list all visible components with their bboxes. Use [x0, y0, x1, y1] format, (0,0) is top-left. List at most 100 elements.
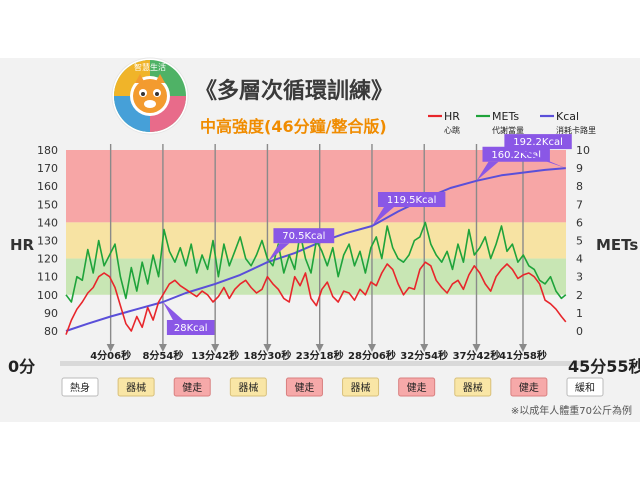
marker-arrow [315, 344, 324, 352]
phase-label: 緩和 [575, 381, 595, 394]
y-right-tick: 2 [576, 289, 583, 302]
marker-label: 23分18秒 [296, 349, 344, 362]
marker-arrow [106, 344, 115, 352]
kcal-callout-box [504, 134, 572, 150]
phase-box-walk [398, 377, 436, 397]
kcal-callout-label: 160.2Kcal [491, 150, 541, 161]
y-left-label: HR [10, 236, 35, 254]
phase-box-walk [173, 377, 211, 397]
kcal-callout-box [166, 320, 215, 335]
y-right-tick: 0 [576, 325, 583, 338]
marker-arrow [367, 344, 376, 352]
y-left-tick: 170 [37, 162, 58, 175]
y-right-tick: 1 [576, 307, 583, 320]
legend-sublabel: 消耗卡路里 [556, 125, 596, 135]
marker-arrow [158, 344, 167, 352]
phase-label: 器械 [463, 381, 483, 394]
y-right-tick: 9 [576, 162, 583, 175]
y-right-tick: 5 [576, 234, 583, 247]
kcal-callout-box [482, 146, 550, 162]
kcal-callout-box [377, 192, 446, 207]
phase-label: 器械 [238, 381, 258, 394]
marker-label: 4分06秒 [90, 349, 131, 362]
kcal-callout-pointer [162, 302, 183, 320]
phase-label: 健走 [182, 382, 202, 394]
marker-arrow [211, 344, 220, 352]
kcal-callout-pointer [510, 149, 566, 169]
logo-text: 智慧生活 [134, 62, 166, 72]
marker-label: 37分42秒 [453, 349, 501, 362]
x-end-label: 45分55秒 [568, 357, 640, 376]
kcal-callout-pointer [371, 207, 394, 226]
kcal-callouts: 28Kcal 70.5Kcal 119.5Kcal 160.2Kcal 192.2Kca… [162, 134, 572, 335]
phase-label: 健走 [407, 382, 427, 394]
y-right-tick: 3 [576, 271, 583, 284]
legend-sublabel: 心跳 [444, 125, 460, 135]
kcal-callout-label: 70.5Kcal [282, 231, 325, 242]
footnote: ※以成年人體重70公斤為例 [511, 404, 632, 417]
y-right-tick: 7 [576, 198, 583, 211]
y-left-tick: 80 [44, 325, 58, 338]
hr-zone-red [66, 150, 566, 223]
marker-label: 18分30秒 [244, 349, 292, 362]
marker-labels: 4分06秒 8分54秒 13分42秒 18分30秒 23分18秒 28分06秒 32分54秒… [90, 349, 547, 362]
y-right-label: METs [596, 236, 638, 254]
kcal-callout-label: 192.2Kcal [513, 137, 563, 148]
legend: HR 心跳 METs 代謝當量 Kcal 消耗卡路里 [428, 110, 596, 135]
y-left-tick: 130 [37, 234, 58, 247]
legend-label: METs [492, 110, 519, 123]
kcal-callout-box [273, 228, 335, 244]
legend-sublabel: 代謝當量 [492, 125, 524, 135]
y-right-tick: 8 [576, 180, 583, 193]
phase-box-machine [454, 377, 492, 397]
y-left-tick: 150 [37, 198, 58, 211]
phase-markers [106, 144, 527, 352]
y-right-tick: 10 [576, 144, 590, 157]
marker-label: 41分58秒 [499, 349, 547, 362]
legend-label: Kcal [556, 110, 579, 123]
brand-logo: 智慧生活 [111, 57, 189, 135]
marker-arrow [420, 344, 429, 352]
phase-label: 健走 [519, 382, 539, 394]
kcal-callout-pointer [476, 161, 499, 181]
phase-box-walk [510, 377, 548, 397]
y-right-tick: 4 [576, 253, 583, 266]
y-left-axis: 80 90 100 110 120 130 140 150 160 170 180 [37, 144, 58, 338]
chart-title: 《多層次循環訓練》 [195, 78, 393, 104]
kcal-callout-pointer [267, 243, 290, 263]
time-axis: 0分 45分55秒 [8, 357, 640, 376]
y-left-tick: 100 [37, 289, 58, 302]
y-left-tick: 140 [37, 216, 58, 229]
phase-label: 器械 [126, 381, 146, 394]
phase-box-machine [117, 377, 155, 397]
phase-box-machine [229, 377, 267, 397]
phase-box-walk [285, 377, 323, 397]
y-right-axis: 0 1 2 3 4 5 6 7 8 9 10 [576, 144, 590, 338]
phase-label: 熱身 [70, 381, 90, 394]
y-left-tick: 90 [44, 307, 58, 320]
series-hr [65, 261, 567, 335]
y-left-tick: 120 [37, 253, 58, 266]
marker-label: 32分54秒 [400, 349, 448, 362]
phase-box-warm [61, 377, 99, 397]
phase-bar: 熱身 器械 健走 器械 健走 器械 健走 器械 健走 緩和 [61, 377, 604, 397]
hr-zones [66, 150, 566, 295]
marker-arrow [472, 344, 481, 352]
y-left-tick: 110 [37, 271, 58, 284]
x-start-label: 0分 [8, 357, 35, 376]
kcal-callout-label: 119.5Kcal [387, 195, 437, 206]
phase-box-cool [566, 377, 604, 397]
phase-box-machine [342, 377, 380, 397]
kcal-callout-label: 28Kcal [174, 323, 208, 334]
y-left-tick: 160 [37, 180, 58, 193]
marker-label: 28分06秒 [348, 349, 396, 362]
marker-label: 8分54秒 [142, 349, 183, 362]
y-left-tick: 180 [37, 144, 58, 157]
marker-arrow [518, 344, 527, 352]
legend-label: HR [444, 110, 460, 123]
phase-label: 健走 [294, 382, 314, 394]
marker-arrow [263, 344, 272, 352]
y-right-tick: 6 [576, 216, 583, 229]
